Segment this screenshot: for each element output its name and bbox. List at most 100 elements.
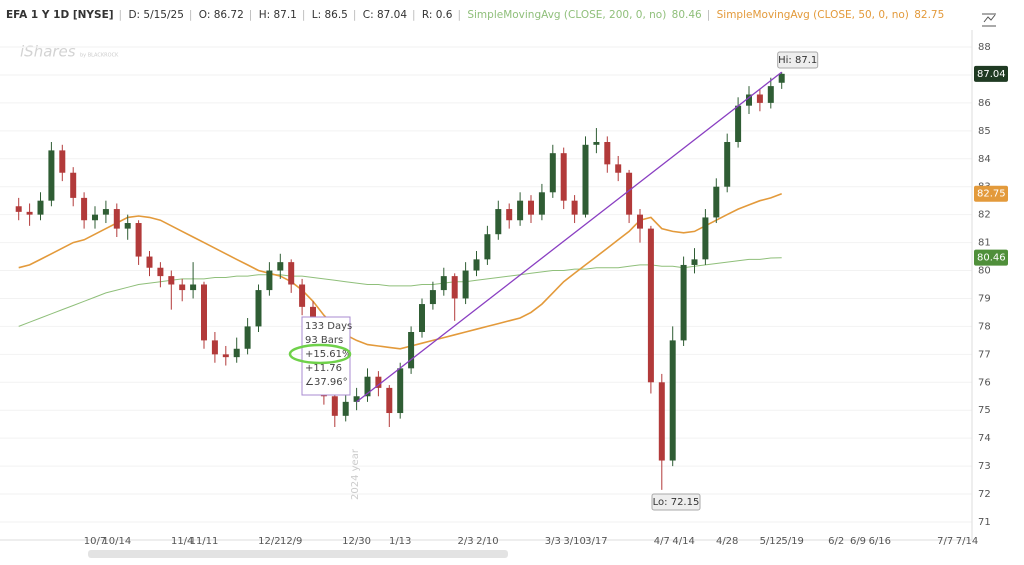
candle-body — [626, 172, 633, 215]
measure-text: 133 Days — [305, 321, 352, 332]
candle-body — [658, 382, 665, 461]
header: EFA 1 Y 1D [NYSE] | D: 5/15/25 | O: 86.72 |… — [6, 9, 945, 21]
candle-body — [70, 172, 77, 198]
axis-tag — [974, 65, 1008, 82]
y-tick-label: 72 — [978, 489, 991, 500]
candle-body — [571, 200, 578, 215]
high: H: 87.1 — [258, 9, 297, 21]
x-tick-label: 12/30 — [342, 536, 371, 547]
candle-body — [331, 396, 338, 416]
y-tick-label: 74 — [978, 433, 991, 444]
y-tick-label: 84 — [978, 154, 991, 165]
axis-tag — [974, 185, 1008, 202]
candle-body — [135, 223, 142, 257]
x-tick-label: 12/9 — [280, 536, 302, 547]
candle-body — [124, 223, 131, 229]
year-label: 2024 year — [350, 448, 361, 500]
sma-value: 80.46 — [671, 9, 702, 21]
x-tick-label: 10/7 — [84, 536, 106, 547]
sma-legend: SimpleMovingAvg (CLOSE, 50, 0, no) — [716, 9, 909, 21]
candle-body — [647, 228, 654, 383]
y-tick-label: 71 — [978, 517, 991, 528]
x-tick-label: 7/14 — [956, 536, 978, 547]
candle-body — [506, 209, 513, 221]
measure-frame — [301, 316, 351, 396]
candle-body — [429, 290, 436, 305]
price-tag-text: Lo: 72.15 — [653, 497, 700, 508]
candle-body — [92, 214, 98, 221]
logo-sub: by BLACKROCK — [80, 53, 119, 59]
candle-body — [266, 270, 273, 291]
x-tick-label: 2/3 — [458, 536, 474, 547]
x-tick-label: 6/2 — [828, 536, 844, 547]
range: R: 0.6 — [421, 9, 453, 21]
candle-body — [593, 142, 600, 145]
candle-body — [680, 264, 687, 341]
candle-body — [179, 284, 186, 291]
candle-body — [440, 276, 447, 291]
candle-body — [713, 186, 720, 218]
symbol: EFA 1 Y 1D [NYSE] — [6, 9, 114, 21]
candle-body — [756, 94, 763, 103]
candle-body — [277, 262, 284, 271]
x-tick-label: 6/9 — [850, 536, 866, 547]
measure-text: +15.61% — [305, 349, 352, 360]
candle-body — [735, 105, 742, 142]
y-tick-label: 75 — [978, 405, 991, 416]
candle-body — [222, 354, 229, 358]
draw-icon[interactable] — [982, 13, 996, 27]
measure-text: ∠37.96° — [305, 377, 348, 388]
price-tag — [777, 51, 819, 69]
logo: iShares — [20, 43, 76, 61]
candle-body — [353, 396, 360, 402]
date: D: 5/15/25 — [128, 9, 184, 21]
scrollbar[interactable] — [88, 550, 508, 558]
candle-body — [462, 270, 469, 299]
candle-body — [288, 262, 295, 285]
candle-body — [211, 340, 218, 355]
candle-body — [157, 267, 164, 277]
axis-tag — [974, 249, 1008, 266]
candle-body — [48, 150, 55, 201]
axis-tag-text: 80.46 — [977, 253, 1006, 264]
x-tick-label: 6/16 — [869, 536, 891, 547]
candle-body — [102, 209, 109, 215]
candle-body — [233, 348, 240, 358]
highlight — [288, 343, 352, 365]
x-tick-label: 5/12 — [760, 536, 782, 547]
candle-body — [495, 209, 502, 235]
candle-body — [702, 217, 709, 260]
candle-body — [691, 259, 698, 265]
candle-body — [724, 142, 731, 187]
measure-text: +11.76 — [305, 363, 342, 374]
candle-body — [484, 234, 491, 260]
x-tick-label: 4/14 — [672, 536, 694, 547]
candle-body — [517, 200, 524, 221]
y-tick-label: 82 — [978, 210, 991, 221]
low: L: 86.5 — [311, 9, 348, 21]
candle-body — [767, 86, 774, 103]
candle-body — [81, 197, 88, 221]
close: C: 87.04 — [362, 9, 408, 21]
candle-body — [604, 142, 611, 165]
x-tick-label: 2/10 — [476, 536, 498, 547]
candle-body — [386, 387, 393, 414]
candle-body — [15, 206, 22, 212]
candle-body — [451, 276, 458, 299]
x-tick-label: 3/3 — [545, 536, 561, 547]
y-tick-label: 78 — [978, 321, 991, 332]
y-tick-label: 85 — [978, 126, 991, 137]
candle-body — [549, 153, 556, 193]
x-tick-label: 12/2 — [258, 536, 280, 547]
candle-body — [408, 332, 415, 369]
x-tick-label: 7/7 — [937, 536, 953, 547]
candle-body — [146, 256, 153, 268]
y-tick-label: 88 — [978, 42, 991, 53]
candle-body — [255, 290, 262, 327]
x-tick-label: 3/10 — [563, 536, 585, 547]
y-tick-label: 77 — [978, 349, 991, 360]
price-tag-text: Hi: 87.1 — [778, 55, 817, 66]
x-tick-label: 4/28 — [716, 536, 738, 547]
